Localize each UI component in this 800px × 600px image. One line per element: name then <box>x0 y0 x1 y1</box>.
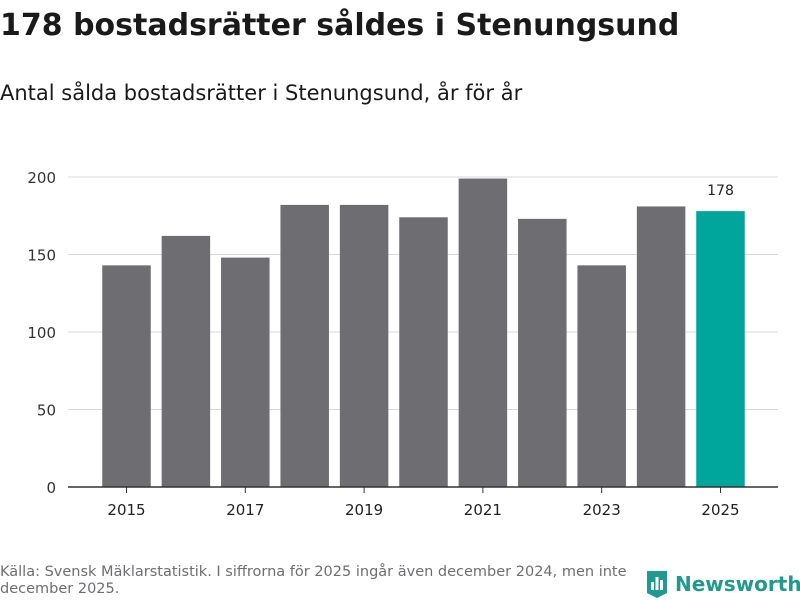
bar-2019 <box>339 204 389 487</box>
y-tick-label: 150 <box>27 247 56 265</box>
data-label-2025: 178 <box>707 183 734 199</box>
bar-chart-logo-icon <box>647 571 667 598</box>
bar-2022 <box>518 218 567 487</box>
x-tick-label: 2017 <box>226 501 264 519</box>
y-tick-label: 50 <box>37 402 56 420</box>
y-tick-label: 100 <box>27 324 56 342</box>
bar-2024 <box>636 206 686 487</box>
bar-2015 <box>102 265 151 487</box>
bar-2025 <box>696 211 745 487</box>
brand-name: Newsworthy <box>675 572 800 596</box>
y-tick-label: 0 <box>46 479 56 497</box>
bar-2016 <box>161 235 211 487</box>
bar-2017 <box>221 257 270 487</box>
source-note: Källa: Svensk Mäklarstatistik. I siffror… <box>0 564 627 597</box>
bar-2020 <box>399 217 448 488</box>
page-title: 178 bostadsrätter såldes i Stenungsund <box>0 8 680 43</box>
x-tick-label: 2019 <box>345 501 383 519</box>
bar-2023 <box>577 265 626 487</box>
y-tick-label: 200 <box>27 169 56 187</box>
bar-2018 <box>280 204 329 487</box>
x-tick-label: 2025 <box>701 501 739 519</box>
newsworthy-logo: Newsworthy <box>645 568 800 600</box>
bar-2021 <box>458 178 508 488</box>
chart-subtitle: Antal sålda bostadsrätter i Stenungsund,… <box>0 81 523 105</box>
x-tick-label: 2023 <box>583 501 621 519</box>
x-tick-label: 2021 <box>464 501 502 519</box>
bar-chart: 178 0 50 100 150 200 2015 2017 2019 2021 2023 2025 <box>27 169 778 519</box>
x-tick-label: 2015 <box>107 501 145 519</box>
